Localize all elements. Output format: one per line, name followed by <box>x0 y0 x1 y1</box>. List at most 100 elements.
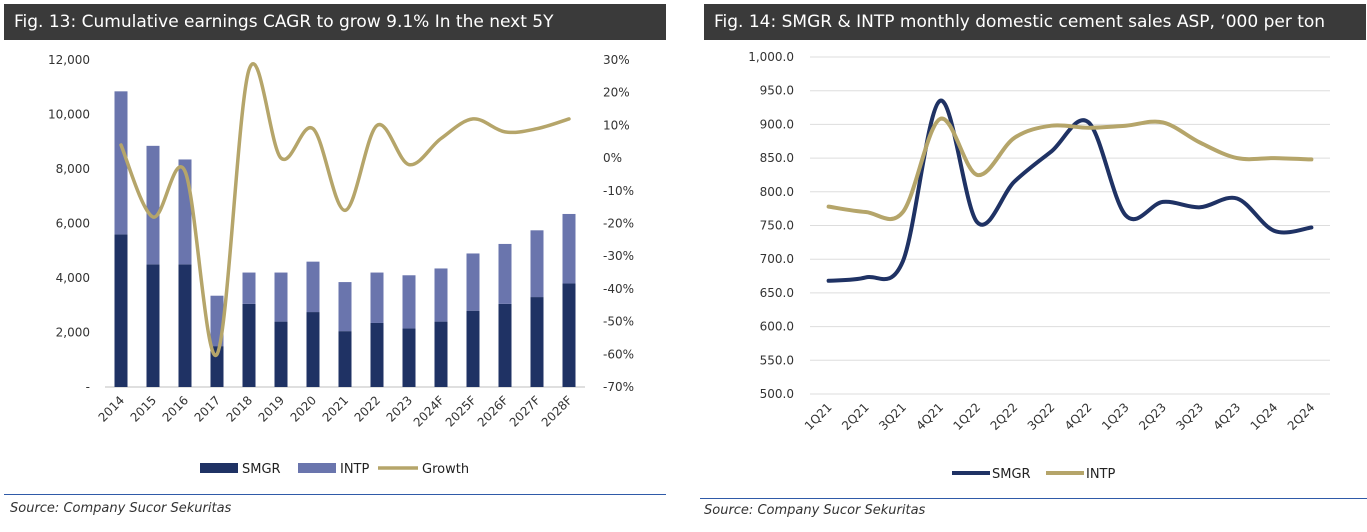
y-right-tick-label: -20% <box>603 217 634 231</box>
bar-smgr-2014 <box>114 234 128 387</box>
bar-intp-2026F <box>498 243 512 304</box>
x-tick-label: 1Q22 <box>950 400 983 433</box>
y-right-tick-label: -50% <box>603 315 634 329</box>
y-right-tick-label: -70% <box>603 380 634 394</box>
legend-label-intp: INTP <box>1086 467 1115 482</box>
left-chart-panel: Fig. 13: Cumulative earnings CAGR to gro… <box>0 0 666 532</box>
y-left-tick-label: 6,000 <box>56 217 90 231</box>
x-tick-label: 2024F <box>411 393 447 429</box>
bar-intp-2024F <box>434 268 448 322</box>
line-intp <box>826 116 1314 222</box>
x-tick-label: 2028F <box>539 393 575 429</box>
y-left-tick-label: 10,000 <box>48 108 90 122</box>
bar-intp-2025F <box>466 253 480 311</box>
earnings-cagr-chart: - 2,000 4,000 6,000 8,000 10,000 12,000 -70% -60… <box>48 53 634 477</box>
x-tick-label: 2Q24 <box>1285 400 1318 433</box>
x-tick-label: 2Q22 <box>988 400 1021 433</box>
left-chart-title: Fig. 13: Cumulative earnings CAGR to gro… <box>4 4 666 40</box>
legend-label-smgr: SMGR <box>992 467 1031 482</box>
y-left-tick-label: - <box>86 380 90 394</box>
bar-smgr-2021 <box>338 331 352 387</box>
y-tick-label: 950.0 <box>760 84 794 98</box>
x-tick-label: 4Q21 <box>913 400 946 433</box>
y-left-tick-label: 4,000 <box>56 271 90 285</box>
x-tick-label: 2021 <box>320 393 351 424</box>
x-tick-label: 2022 <box>352 393 383 424</box>
right-chart-panel: Fig. 14: SMGR & INTP monthly domestic ce… <box>700 0 1367 532</box>
right-chart-title: Fig. 14: SMGR & INTP monthly domestic ce… <box>704 4 1366 40</box>
x-tick-label: 2015 <box>128 393 159 424</box>
bar-smgr-2019 <box>274 321 288 387</box>
y-right-tick-label: 10% <box>603 118 630 132</box>
x-tick-label: 2017 <box>192 393 223 424</box>
y-tick-label: 850.0 <box>760 151 794 165</box>
bar-intp-2018 <box>242 272 256 304</box>
y-right-tick-label: 20% <box>603 86 630 100</box>
bar-smgr-2022 <box>370 322 384 387</box>
bar-intp-2020 <box>306 261 320 313</box>
y-right-tick-label: 0% <box>603 151 622 165</box>
y-tick-label: 500.0 <box>760 387 794 401</box>
bar-intp-2023 <box>402 275 416 329</box>
y-right-tick-label: -30% <box>603 249 634 263</box>
bar-intp-2014 <box>114 91 128 235</box>
legend-swatch-smgr <box>200 463 238 473</box>
x-tick-label: 2020 <box>288 393 319 424</box>
bar-intp-2015 <box>146 145 160 265</box>
y-tick-label: 800.0 <box>760 185 794 199</box>
y-tick-label: 900.0 <box>760 117 794 131</box>
bar-smgr-2025F <box>466 310 480 387</box>
y-right-tick-label: -60% <box>603 347 634 361</box>
y-tick-label: 1,000.0 <box>748 50 794 64</box>
x-tick-label: 2025F <box>443 393 479 429</box>
bar-smgr-2028F <box>562 283 576 387</box>
bar-smgr-2015 <box>146 264 160 387</box>
left-source-rule <box>4 494 666 495</box>
x-tick-label: 3Q22 <box>1025 400 1058 433</box>
legend-label-growth: Growth <box>422 462 469 477</box>
right-source-rule <box>700 498 1367 499</box>
legend-swatch-intp <box>298 463 336 473</box>
x-tick-label: 1Q21 <box>802 400 835 433</box>
cement-asp-chart: 500.0 550.0 600.0 650.0 700.0 750.0 800.0 850.0… <box>748 50 1330 482</box>
x-tick-label: 2014 <box>96 393 127 424</box>
x-tick-label: 2027F <box>507 393 543 429</box>
bar-smgr-2023 <box>402 328 416 387</box>
x-tick-label: 2019 <box>256 393 287 424</box>
y-tick-label: 750.0 <box>760 219 794 233</box>
bar-smgr-2027F <box>530 297 544 387</box>
x-tick-label: 1Q24 <box>1248 400 1281 433</box>
x-tick-label: 2Q23 <box>1136 400 1169 433</box>
y-right-tick-label: -10% <box>603 184 634 198</box>
bar-smgr-2024F <box>434 321 448 387</box>
right-source-note: Source: Company Sucor Sekuritas <box>704 503 926 518</box>
legend-label-intp: INTP <box>340 462 369 477</box>
bar-intp-2027F <box>530 230 544 298</box>
y-left-tick-label: 2,000 <box>56 326 90 340</box>
x-tick-label: 3Q23 <box>1173 400 1206 433</box>
x-tick-label: 2026F <box>475 393 511 429</box>
y-tick-label: 650.0 <box>760 286 794 300</box>
bar-intp-2022 <box>370 272 384 323</box>
y-tick-label: 600.0 <box>760 320 794 334</box>
y-tick-label: 550.0 <box>760 353 794 367</box>
legend-label-smgr: SMGR <box>242 462 281 477</box>
y-tick-label: 700.0 <box>760 252 794 266</box>
x-tick-label: 1Q23 <box>1099 400 1132 433</box>
bar-intp-2019 <box>274 272 288 322</box>
bar-smgr-2026F <box>498 303 512 387</box>
bar-intp-2028F <box>562 213 576 284</box>
x-tick-label: 3Q21 <box>876 400 909 433</box>
bar-smgr-2016 <box>178 264 192 387</box>
y-right-tick-label: 30% <box>603 53 630 67</box>
x-tick-label: 2016 <box>160 393 191 424</box>
y-right-tick-label: -40% <box>603 282 634 296</box>
y-left-tick-label: 12,000 <box>48 53 90 67</box>
bar-smgr-2018 <box>242 303 256 387</box>
y-left-tick-label: 8,000 <box>56 162 90 176</box>
bar-intp-2021 <box>338 282 352 332</box>
x-tick-label: 4Q23 <box>1210 400 1243 433</box>
left-source-note: Source: Company Sucor Sekuritas <box>10 501 232 516</box>
x-tick-label: 2Q21 <box>839 400 872 433</box>
line-smgr <box>826 98 1314 283</box>
